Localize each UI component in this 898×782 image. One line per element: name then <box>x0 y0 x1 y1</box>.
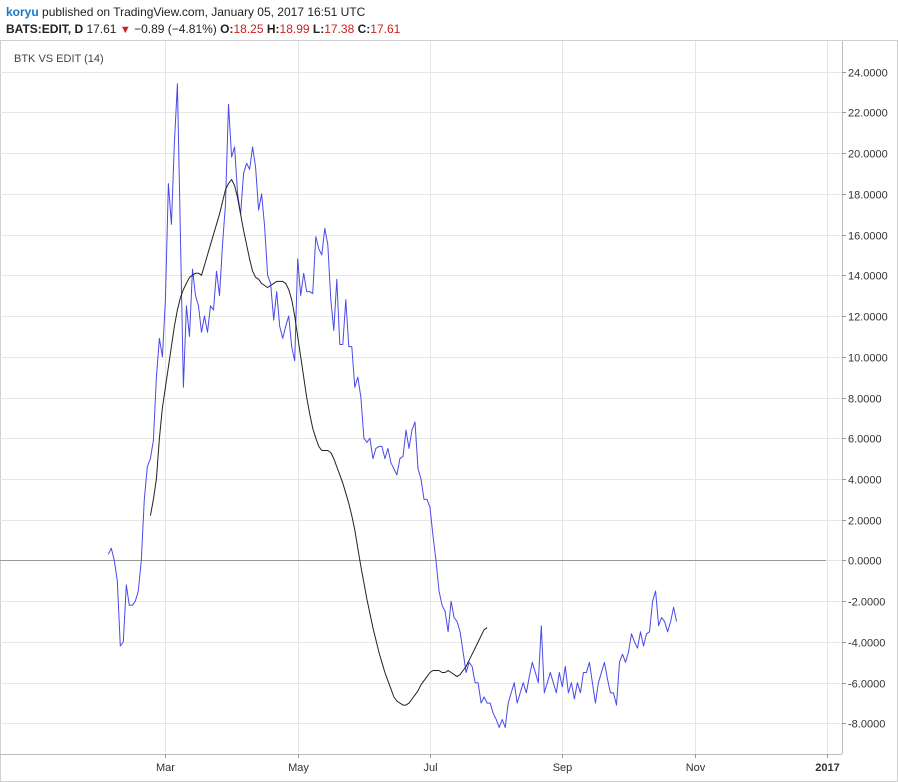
last-price: 17.61 <box>86 22 117 36</box>
low-value: 17.38 <box>324 22 355 36</box>
y-tick-label: 6.0000 <box>848 434 882 446</box>
y-tick-label: 4.0000 <box>848 475 882 487</box>
y-tick-label: 10.0000 <box>848 353 888 365</box>
publish-line: koryu published on TradingView.com, Janu… <box>6 4 365 20</box>
y-tick-label: -6.0000 <box>848 679 885 691</box>
chart-frame <box>0 40 898 782</box>
close-label: C: <box>357 22 371 36</box>
down-arrow-icon: ▼ <box>119 24 131 36</box>
y-tick-label: 14.0000 <box>848 271 888 283</box>
x-tick-label: Mar <box>156 762 175 774</box>
y-tick-label: 22.0000 <box>848 108 888 120</box>
x-tick-label: Nov <box>686 762 706 774</box>
author-link[interactable]: koryu <box>6 5 39 19</box>
y-tick-label: 8.0000 <box>848 394 882 406</box>
x-tick-label: 2017 <box>815 762 839 774</box>
published-text: published on TradingView.com, January 05… <box>42 5 366 19</box>
symbol-label: BATS:EDIT, D <box>6 22 84 36</box>
x-tick-label: Jul <box>423 762 437 774</box>
y-tick-label: -8.0000 <box>848 719 885 731</box>
open-value: 18.25 <box>233 22 264 36</box>
y-tick-label: 0.0000 <box>848 556 882 568</box>
price-axis[interactable]: 24.0000 22.0000 20.0000 18.0000 16.0000 14.00… <box>842 68 888 731</box>
symbol-line: BATS:EDIT, D 17.61 ▼ −0.89 (−4.81%) O:18… <box>6 21 400 38</box>
y-tick-label: 24.0000 <box>848 68 888 80</box>
high-label: H: <box>266 22 280 36</box>
open-label: O: <box>220 22 234 36</box>
indicator-label[interactable]: BTK VS EDIT (14) <box>14 53 104 65</box>
y-tick-label: -4.0000 <box>848 638 885 650</box>
series-group <box>107 83 678 728</box>
y-tick-label: 16.0000 <box>848 231 888 243</box>
grid <box>0 41 842 754</box>
ratio-series-line <box>107 83 678 728</box>
y-tick-label: 12.0000 <box>848 312 888 324</box>
y-tick-label: 20.0000 <box>848 149 888 161</box>
x-tick-label: May <box>288 762 309 774</box>
price-change: −0.89 (−4.81%) <box>134 22 217 36</box>
y-tick-label: 2.0000 <box>848 516 882 528</box>
close-value: 17.61 <box>370 22 401 36</box>
y-tick-label: 18.0000 <box>848 190 888 202</box>
low-label: L: <box>312 22 325 36</box>
x-tick-label: Sep <box>553 762 573 774</box>
time-axis[interactable]: Mar May Jul Sep Nov 2017 <box>156 754 840 774</box>
moving-average-line <box>149 179 488 706</box>
high-value: 18.99 <box>279 22 310 36</box>
y-tick-label: -2.0000 <box>848 597 885 609</box>
